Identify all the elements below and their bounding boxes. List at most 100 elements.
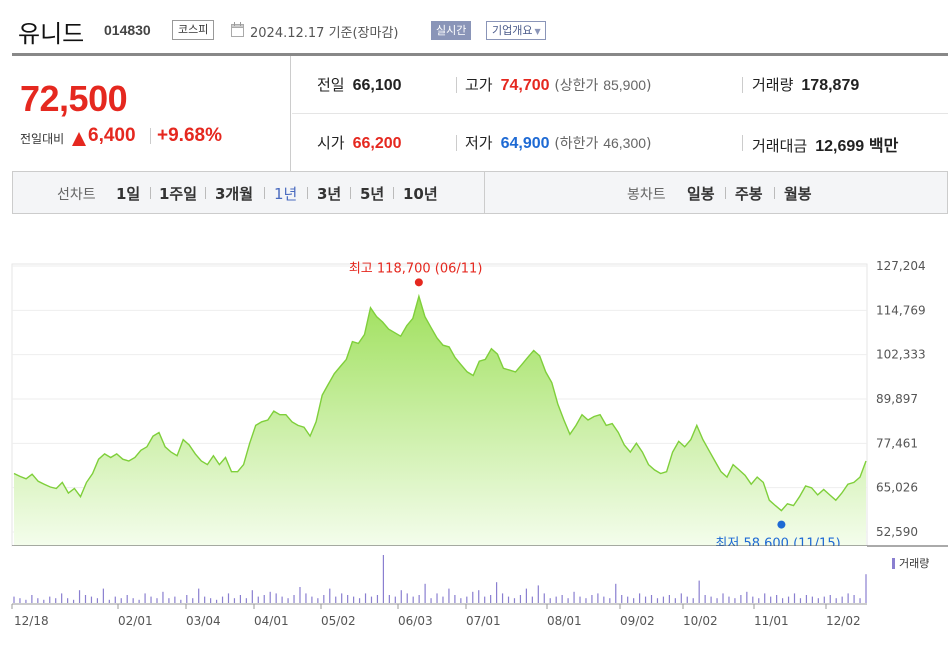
volume-bar	[287, 598, 289, 603]
volume-bar	[454, 595, 456, 603]
period-1w[interactable]: 1주일	[159, 185, 198, 203]
period-3y[interactable]: 3년	[317, 185, 342, 203]
period-divider	[307, 187, 308, 199]
volume-bar	[597, 593, 599, 603]
volume-bar	[531, 596, 533, 603]
volume-bar	[90, 596, 93, 603]
x-tick-label: 12/02	[826, 614, 861, 628]
x-tick-label: 08/01	[547, 614, 582, 628]
x-tick-label: 04/01	[254, 614, 289, 628]
volume-bar	[662, 596, 665, 603]
x-tick-label: 11/01	[754, 614, 789, 628]
volume-bar	[341, 593, 343, 603]
line-chart-label: 선차트	[57, 187, 96, 203]
volume-bar	[263, 595, 265, 603]
stat-divider	[742, 77, 743, 93]
volume-bar	[412, 596, 414, 603]
period-1y[interactable]: 1년	[274, 185, 298, 203]
volume-bar	[507, 596, 510, 603]
volume-bar	[257, 596, 259, 603]
volume-bar	[227, 593, 230, 603]
price-chart-svg: 127,204 114,769 102,333 89,897 77,461 65,026 5…	[11, 259, 948, 628]
volume-stat: 거래량 178,879	[752, 74, 859, 95]
volume-bar	[406, 593, 408, 603]
y-tick-label: 89,897	[876, 392, 918, 406]
volume-bar	[752, 596, 754, 603]
volume-bar	[221, 596, 224, 603]
volume-bar	[853, 595, 855, 603]
volume-bar	[144, 593, 146, 603]
period-5y[interactable]: 5년	[360, 185, 385, 203]
volume-bar	[519, 595, 522, 603]
volume-bar	[710, 596, 712, 603]
volume-bar	[186, 595, 188, 603]
volume-bar	[644, 596, 647, 603]
period-divider	[350, 187, 351, 199]
high-annotation-marker	[414, 278, 423, 287]
volume-bar	[317, 598, 319, 603]
company-overview-label: 기업개요	[492, 24, 533, 37]
low-label: 저가	[465, 134, 493, 152]
volume-bar	[102, 588, 104, 603]
volume-bar	[96, 598, 99, 603]
volume-bar	[281, 596, 283, 603]
volume-bar	[758, 598, 760, 603]
volume-bar	[460, 598, 462, 603]
volume-bar	[561, 595, 563, 603]
candle-daily[interactable]: 일봉	[687, 185, 715, 203]
volume-bar	[811, 596, 813, 603]
volume-bar	[746, 591, 748, 603]
volume-bar	[728, 596, 730, 603]
volume-bar	[716, 598, 718, 603]
volume-bar	[329, 588, 331, 603]
chevron-down-icon: ▼	[534, 27, 541, 36]
volume-bar	[764, 593, 766, 603]
volume-bar	[162, 591, 164, 603]
volume-bar	[650, 595, 653, 603]
market-badge: 코스피	[172, 20, 215, 40]
lower-limit-label: 하한가	[559, 136, 599, 152]
volume-bar	[555, 596, 557, 603]
volume-bar	[388, 595, 390, 603]
price-chart[interactable]: 127,204 114,769 102,333 89,897 77,461 65,026 5…	[0, 214, 948, 641]
upper-limit-value: 85,900	[603, 77, 647, 93]
volume-bar	[591, 595, 593, 603]
realtime-button[interactable]: 실시간	[431, 21, 472, 40]
high-label: 고가	[465, 76, 493, 94]
period-3m[interactable]: 3개월	[215, 185, 254, 203]
volume-bar	[847, 593, 849, 603]
volume-bar	[734, 598, 736, 603]
low-annotation-marker	[777, 520, 786, 529]
change-divider	[150, 128, 151, 144]
volume-bar	[537, 585, 539, 603]
volume-bar	[513, 598, 516, 603]
period-10y[interactable]: 10년	[403, 185, 438, 203]
period-divider	[264, 187, 265, 199]
y-tick-label: 77,461	[876, 436, 918, 450]
volume-bar	[841, 596, 843, 603]
volume-label: 거래량	[752, 76, 794, 94]
volume-bar	[692, 598, 694, 603]
volume-bar	[138, 599, 140, 603]
candle-weekly[interactable]: 주봉	[735, 185, 763, 203]
prev-close-value: 66,100	[352, 77, 402, 94]
volume-bar	[72, 599, 75, 603]
volume-bar	[740, 595, 742, 603]
trade-amount-value: 12,699	[815, 138, 865, 155]
volume-bar	[394, 596, 396, 603]
company-overview-dropdown[interactable]: 기업개요 ▼	[486, 21, 546, 40]
volume-bar	[621, 595, 623, 603]
high-value: 74,700	[500, 77, 550, 94]
volume-bar	[275, 593, 277, 603]
candle-monthly[interactable]: 월봉	[784, 185, 812, 203]
volume-bar	[210, 598, 212, 603]
volume-bar	[686, 596, 688, 603]
volume-bar	[501, 593, 504, 603]
volume-bar	[174, 596, 176, 603]
y-tick-label: 127,204	[876, 259, 926, 273]
volume-bar	[156, 598, 158, 603]
period-1d[interactable]: 1일	[116, 185, 141, 203]
triangle-up-icon	[72, 132, 86, 146]
volume-bar	[823, 596, 825, 603]
line-chart-periods: 선차트 1일 1주일 3개월 1년 3년 5년 10년	[13, 172, 485, 213]
